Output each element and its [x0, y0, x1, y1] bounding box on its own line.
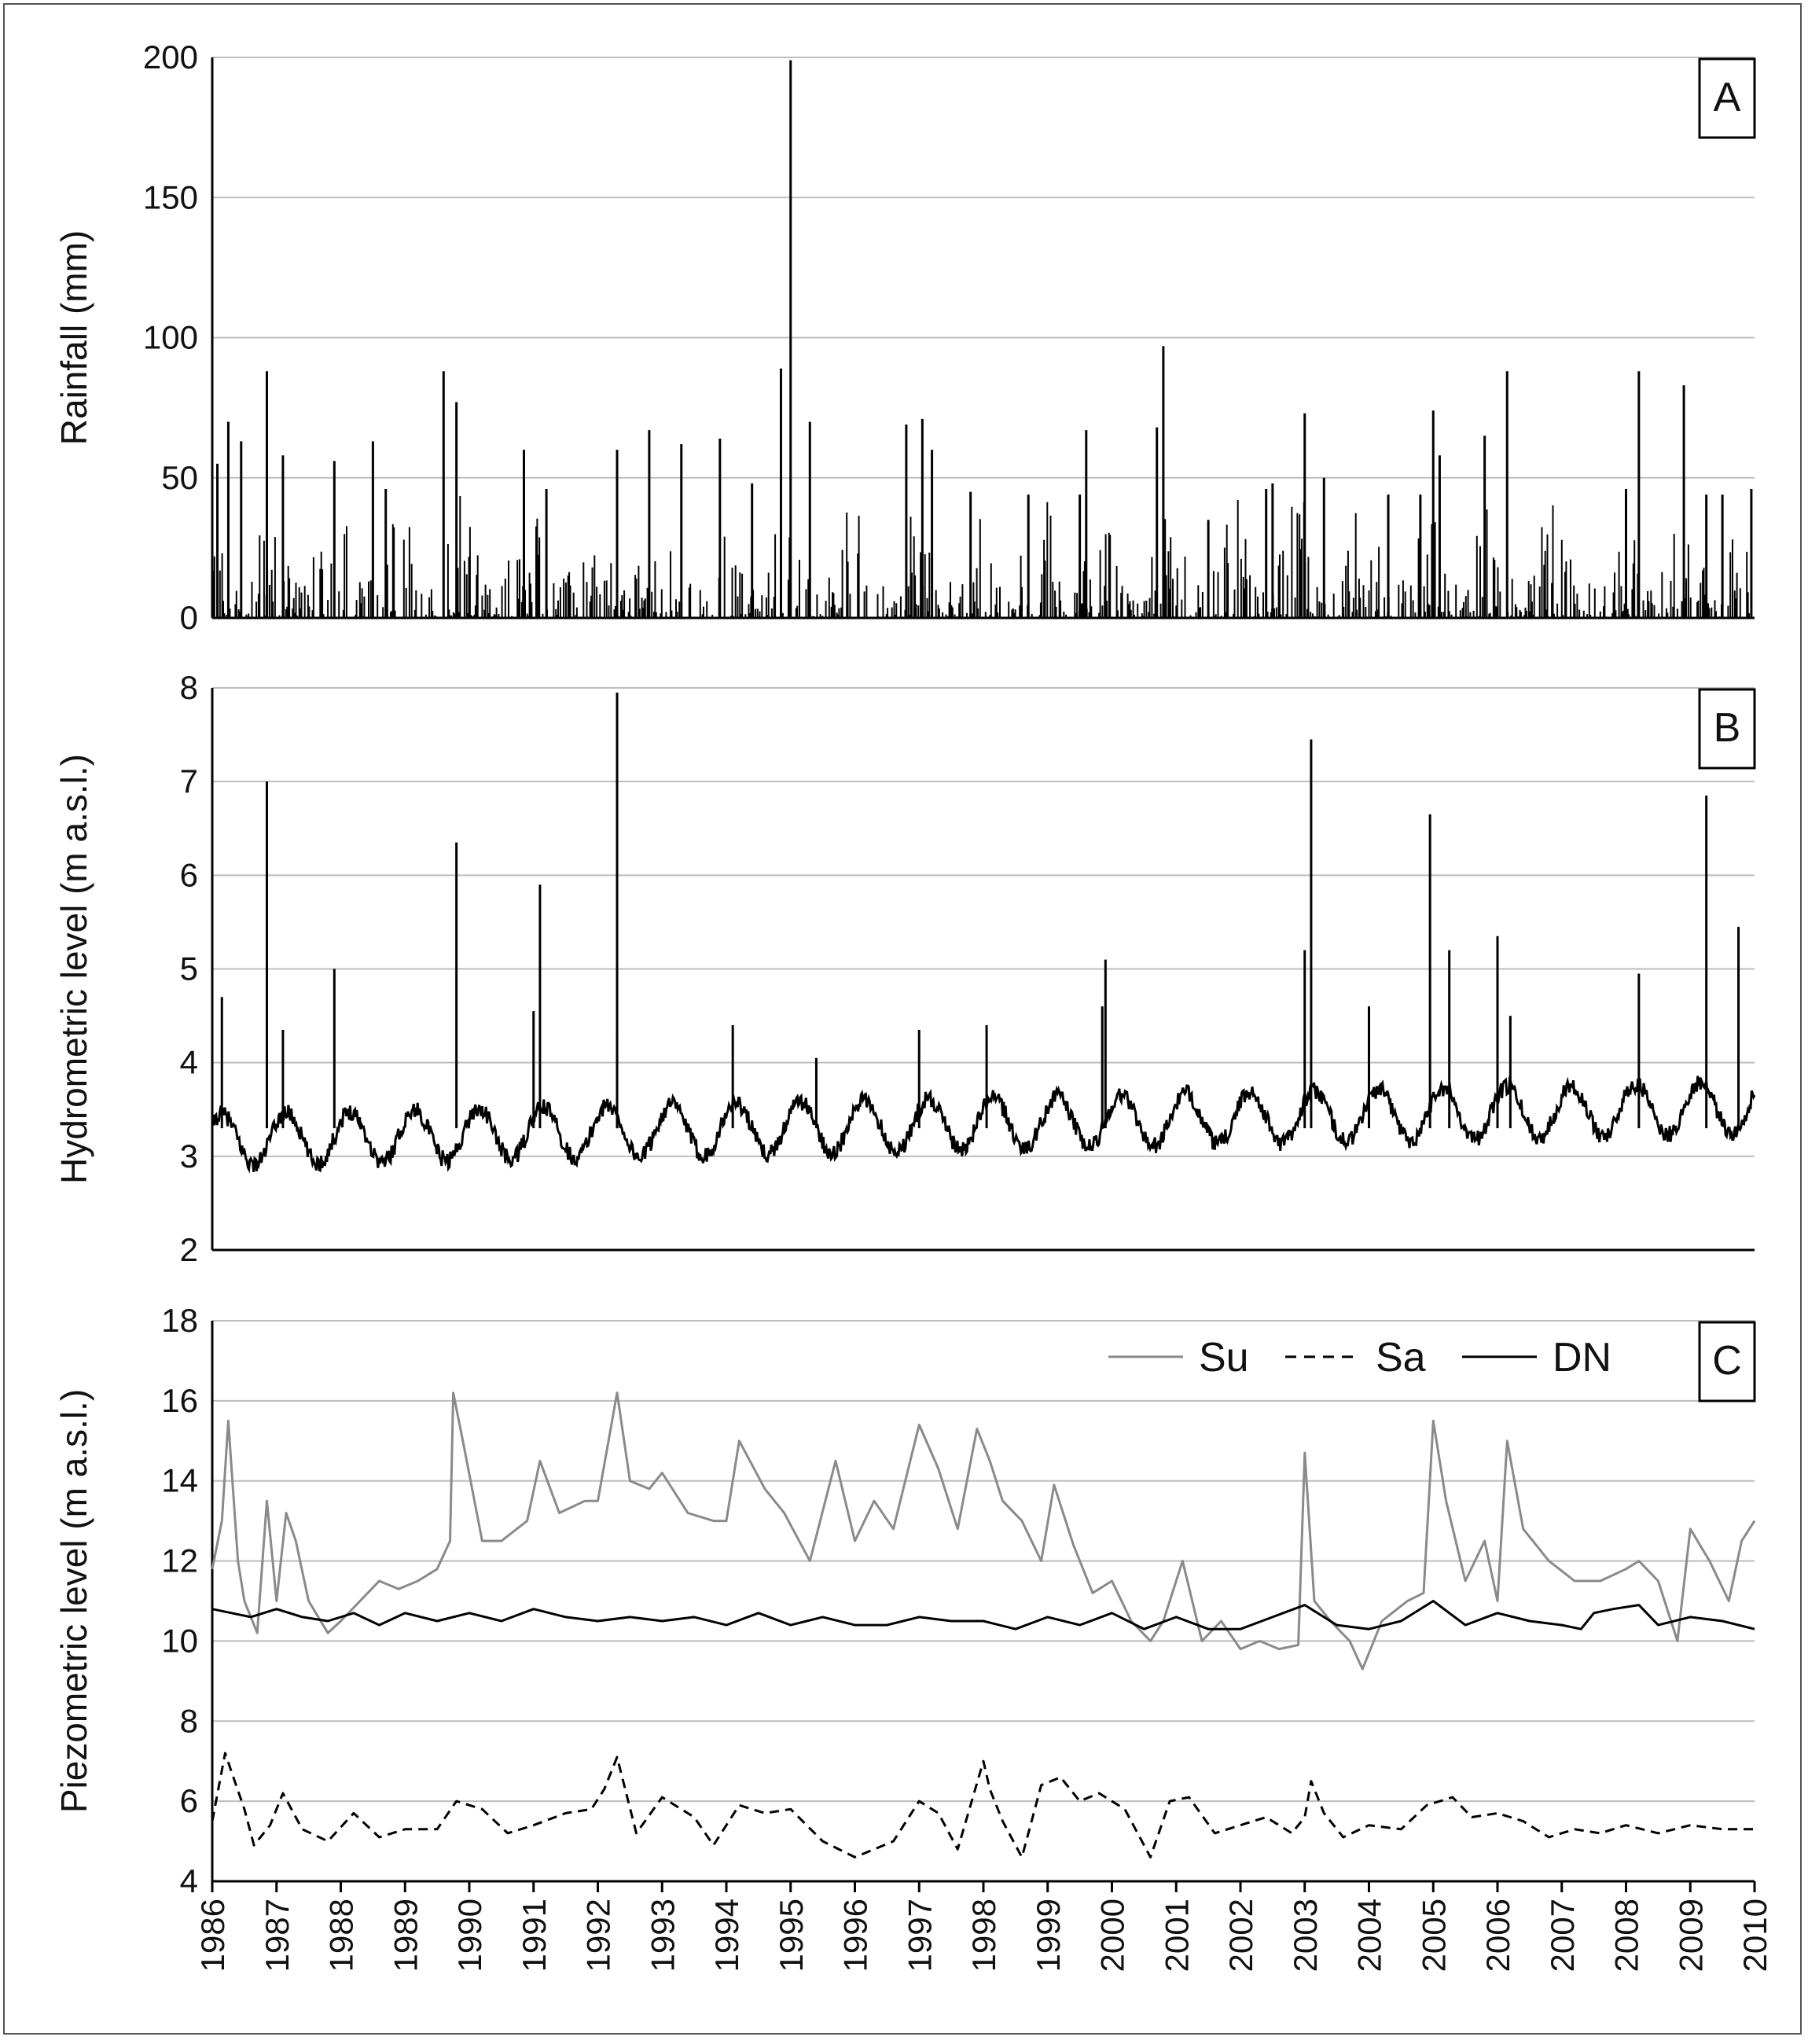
panel-c: 4 6 8 10 12 14 16 18 Piezometric level (m a.s.l.… [53, 1302, 1773, 1972]
x-tick-label: 1988 [323, 1899, 360, 1972]
x-tick-label: 1998 [965, 1899, 1002, 1972]
y-tick-label: 5 [180, 950, 198, 987]
y-axis-label: Rainfall (mm) [53, 230, 94, 445]
x-tick-label: 1996 [837, 1899, 874, 1972]
legend-label: DN [1553, 1335, 1611, 1380]
y-tick-label: 14 [161, 1462, 198, 1499]
y-tick-label: 12 [161, 1542, 198, 1579]
y-tick-label: 10 [161, 1622, 198, 1659]
x-tick-label: 2005 [1415, 1899, 1452, 1972]
panel-label: B [1714, 705, 1741, 751]
x-tick-label: 1995 [773, 1899, 810, 1972]
y-tick-label: 0 [180, 599, 198, 636]
panel-label-box [1698, 57, 1756, 139]
figure-frame [3, 3, 1802, 2035]
series-dn [211, 1600, 1755, 1630]
panel-label: A [1714, 75, 1741, 120]
x-tick-label: 2006 [1479, 1899, 1516, 1972]
x-tick-label: 1997 [901, 1899, 938, 1972]
series-su [211, 1391, 1756, 1671]
y-tick-label: 6 [180, 1782, 198, 1819]
x-tick-label: 1987 [259, 1899, 296, 1972]
y-tick-label: 3 [180, 1138, 198, 1175]
y-tick-label: 8 [180, 1702, 198, 1739]
x-tick-label: 2001 [1158, 1899, 1195, 1972]
x-tick-label: 2007 [1544, 1899, 1581, 1972]
y-tick-label: 4 [180, 1044, 198, 1081]
y-tick-label: 150 [143, 178, 198, 215]
y-tick-label: 4 [180, 1862, 198, 1899]
panel-label-box [1698, 688, 1756, 770]
panel-b: 2 3 4 5 6 7 8 Hydrometric level (m a.s.l.) B [53, 669, 1756, 1268]
y-tick-label: 18 [161, 1302, 198, 1339]
x-tick-label: 1999 [1030, 1899, 1067, 1972]
y-tick-label: 200 [143, 39, 198, 75]
y-tick-label: 100 [143, 319, 198, 356]
x-tick-label: 1989 [387, 1899, 424, 1972]
y-tick-label: 8 [180, 669, 198, 706]
panel-a: 0 50 100 150 200 Rainfall (mm) A [53, 39, 1756, 636]
legend-label: Su [1199, 1335, 1249, 1380]
x-tick-label: 1994 [708, 1899, 745, 1972]
x-tick-label: 1992 [580, 1899, 617, 1972]
y-axis-label: Piezometric level (m a.s.l.) [53, 1389, 94, 1813]
panel-label: C [1712, 1338, 1742, 1384]
x-tick-label: 2003 [1287, 1899, 1324, 1972]
x-tick-label: 2010 [1736, 1899, 1773, 1972]
x-tick-label: 2002 [1222, 1899, 1259, 1972]
y-tick-label: 6 [180, 856, 198, 893]
panel-label-box [1698, 1321, 1756, 1402]
y-tick-label: 2 [180, 1231, 198, 1268]
y-tick-label: 50 [161, 459, 198, 496]
series-sa [211, 1752, 1755, 1858]
x-tick-label: 1993 [644, 1899, 681, 1972]
y-tick-label: 16 [161, 1382, 198, 1419]
x-tick-label: 2008 [1608, 1899, 1645, 1972]
x-tick-label: 2004 [1351, 1899, 1388, 1972]
x-tick-label: 1986 [194, 1899, 231, 1972]
y-axis-label: Hydrometric level (m a.s.l.) [53, 754, 94, 1184]
y-tick-label: 7 [180, 763, 198, 800]
x-tick-label: 1990 [451, 1899, 488, 1972]
x-tick-label: 1991 [516, 1899, 553, 1972]
x-tick-label: 2009 [1672, 1899, 1709, 1972]
x-tick-label: 2000 [1094, 1899, 1131, 1972]
legend-label: Sa [1376, 1335, 1426, 1380]
